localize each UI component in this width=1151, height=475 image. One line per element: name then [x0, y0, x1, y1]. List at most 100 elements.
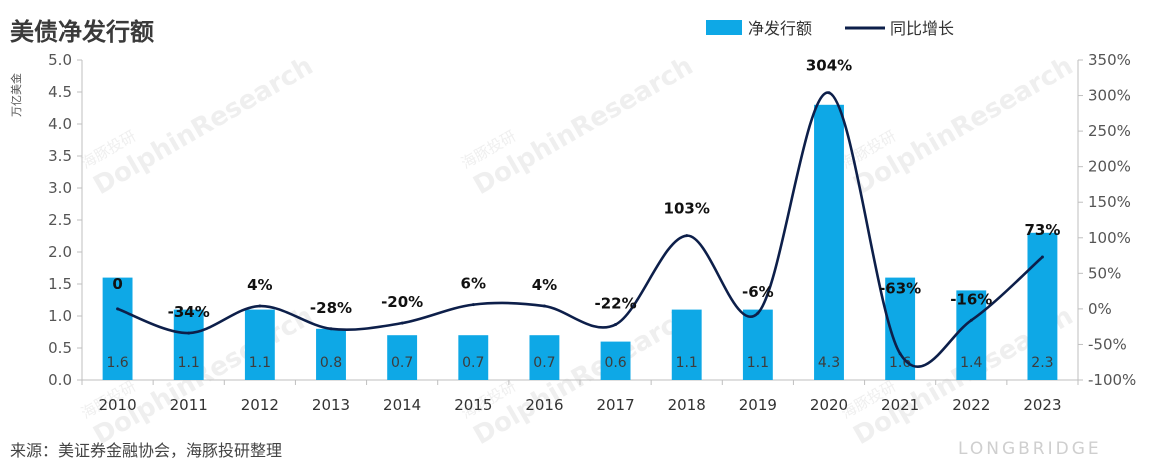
x-tick-label: 2011: [170, 396, 208, 414]
y-axis-label: 万亿美金: [9, 73, 23, 117]
growth-point: [116, 307, 120, 311]
x-tick-label: 2021: [881, 396, 919, 414]
growth-point: [1040, 255, 1044, 259]
bar-value-label: 2.3: [1031, 355, 1053, 371]
bar: [814, 104, 844, 381]
y-right-tick-label: 150%: [1088, 193, 1131, 211]
bar: [458, 335, 489, 380]
y-left-tick-label: 4.5: [48, 83, 72, 101]
x-tick-label: 2015: [454, 396, 492, 414]
watermarks: 海豚投研 DolphinResearch 海豚投研 DolphinResearc…: [78, 51, 1079, 451]
growth-value-label: -34%: [168, 303, 210, 321]
bar-value-label: 0.7: [391, 355, 413, 371]
y-left-tick-label: 5.0: [48, 51, 72, 69]
line-series: [116, 91, 1044, 369]
bar: [102, 277, 133, 380]
watermark-en: DolphinResearch: [849, 51, 1079, 201]
growth-point: [827, 91, 831, 95]
bar-value-label: 1.4: [960, 355, 982, 371]
bar-series: [102, 104, 1058, 381]
y-right-tick-label: 100%: [1088, 229, 1131, 247]
bar-value-label: 1.1: [249, 355, 271, 371]
y-right-tick-label: 250%: [1088, 122, 1131, 140]
legend-label-line: 同比增长: [890, 19, 954, 38]
watermark-en: DolphinResearch: [469, 51, 699, 201]
growth-point: [614, 323, 618, 327]
growth-value-label: -6%: [742, 283, 774, 301]
bar-value-label: 0.7: [533, 355, 555, 371]
growth-labels: 0 -34% 4% -28% -20% 6% 4% -22% 103% -6% 304% -63% -1…: [112, 57, 1060, 321]
x-tick-label: 2020: [810, 396, 848, 414]
growth-value-label: -16%: [950, 290, 992, 308]
x-tick-label: 2018: [668, 396, 706, 414]
growth-value-label: 304%: [806, 57, 852, 75]
growth-point: [969, 318, 973, 322]
bar-value-label: 0.8: [320, 355, 342, 371]
growth-value-label: 4%: [247, 276, 272, 294]
legend: 净发行额 同比增长: [706, 19, 954, 38]
x-tick-label: 2014: [383, 396, 421, 414]
bar-value-label: 1.6: [889, 355, 911, 371]
brand-watermark: LONGBRIDGE: [958, 439, 1102, 459]
bar: [671, 309, 702, 380]
growth-point: [471, 303, 475, 307]
growth-value-label: -20%: [381, 293, 423, 311]
y-left-tick-label: 1.0: [48, 307, 72, 325]
x-tick-label: 2023: [1023, 396, 1061, 414]
legend-label-bar: 净发行额: [748, 19, 812, 38]
source-note: 来源：美证券金融协会，海豚投研整理: [10, 441, 282, 460]
y-right-tick-label: -50%: [1088, 335, 1127, 353]
y-left-tick-label: 2.0: [48, 243, 72, 261]
growth-point: [400, 321, 404, 325]
bar: [742, 309, 773, 380]
growth-value-label: -28%: [310, 299, 352, 317]
growth-point: [898, 352, 902, 356]
x-tick-label: 2019: [739, 396, 777, 414]
x-tick-label: 2012: [241, 396, 279, 414]
bar: [316, 328, 346, 380]
growth-value-label: 4%: [532, 276, 557, 294]
bar-value-labels: 1.6 1.1 1.1 0.8 0.7 0.7 0.7 0.6 1.1 1.1 4.3 1.6 1.4 2…: [106, 355, 1053, 371]
watermark-en: DolphinResearch: [89, 51, 319, 201]
bar: [956, 290, 987, 380]
y-right-tick-label: 0%: [1088, 300, 1112, 318]
bar: [244, 309, 275, 380]
y-right-tick-label: 50%: [1088, 264, 1121, 282]
x-tick-label: 2016: [525, 396, 563, 414]
growth-point: [258, 304, 262, 308]
bar-value-label: 0.6: [604, 355, 626, 371]
growth-point: [756, 311, 760, 315]
bar: [387, 335, 418, 380]
x-tick-label: 2022: [952, 396, 990, 414]
growth-value-label: 0: [112, 275, 122, 293]
growth-point: [329, 327, 333, 331]
legend-swatch-bar: [706, 20, 742, 35]
y-left-tick-label: 2.5: [48, 211, 72, 229]
y-right-tick-label: 200%: [1088, 158, 1131, 176]
y-right-tick-label: -100%: [1088, 371, 1136, 389]
bar-value-label: 0.7: [462, 355, 484, 371]
growth-point: [542, 304, 546, 308]
y-left-tick-label: 3.0: [48, 179, 72, 197]
x-tick-label: 2013: [312, 396, 350, 414]
growth-value-label: -63%: [879, 280, 921, 298]
y-right-tick-label: 350%: [1088, 51, 1131, 69]
bar-value-label: 1.1: [747, 355, 769, 371]
x-tick-label: 2017: [596, 396, 634, 414]
y-left-tick-label: 0.0: [48, 371, 72, 389]
y-left-tick-label: 4.0: [48, 115, 72, 133]
chart-title: 美债净发行额: [10, 18, 154, 46]
bar: [173, 309, 204, 380]
growth-value-label: 103%: [664, 200, 710, 218]
growth-value-label: 6%: [461, 275, 486, 293]
growth-line: [117, 91, 1044, 369]
bar-value-label: 1.1: [676, 355, 698, 371]
growth-value-label: -22%: [595, 295, 637, 313]
bar-value-label: 1.6: [106, 355, 128, 371]
growth-point: [685, 234, 689, 238]
y-right-tick-label: 300%: [1088, 87, 1131, 105]
x-tick-label: 2010: [98, 396, 136, 414]
bar: [529, 335, 560, 380]
